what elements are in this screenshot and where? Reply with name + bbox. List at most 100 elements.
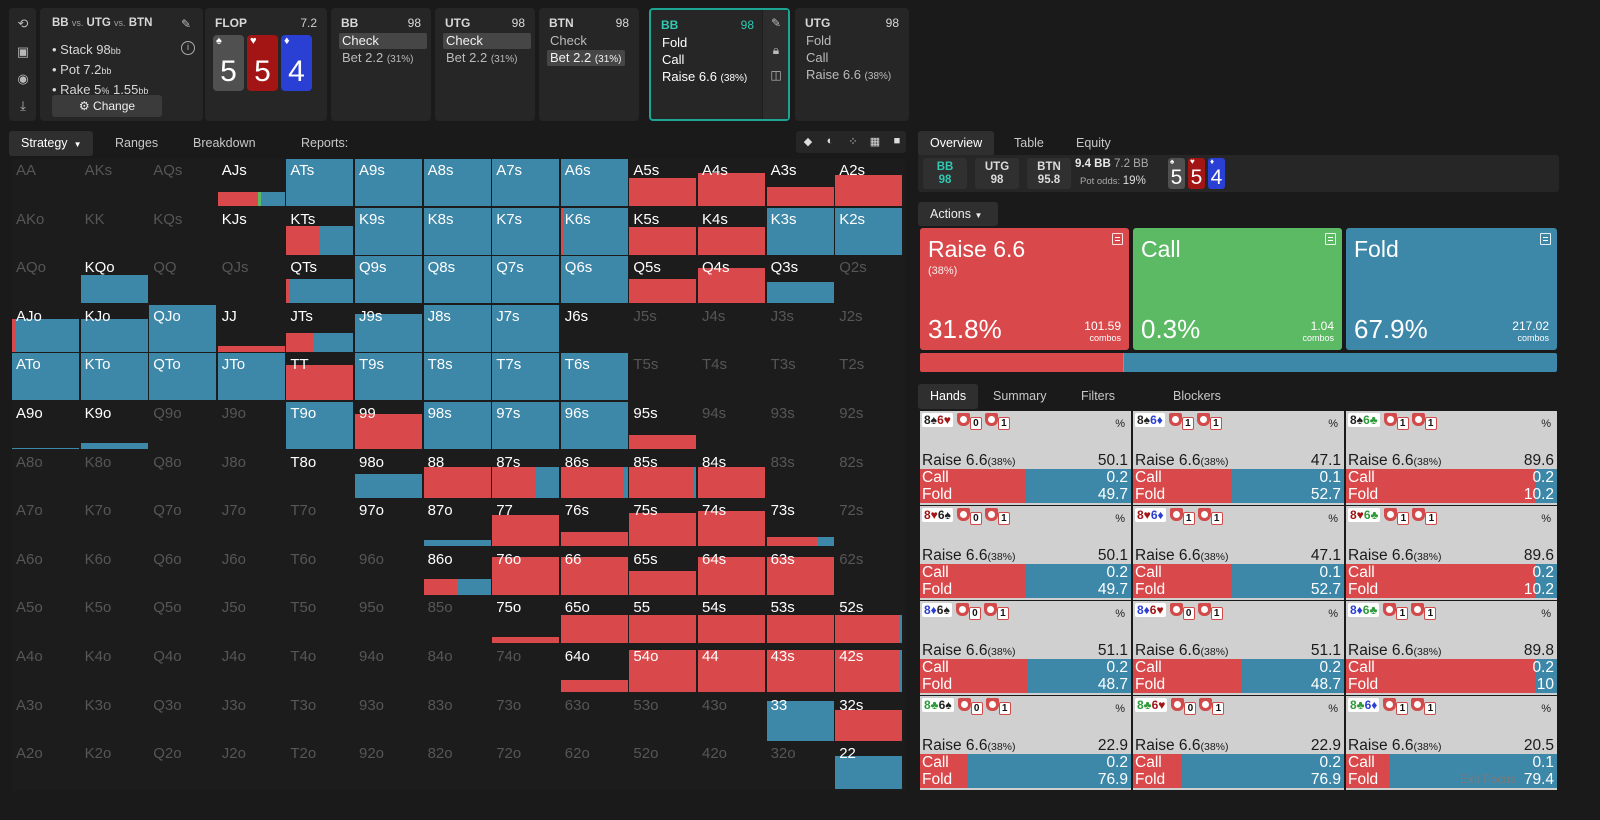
hand-cell[interactable]: 73o bbox=[492, 693, 560, 741]
hand-cell[interactable]: 64s bbox=[698, 547, 765, 595]
tab-ranges[interactable]: Ranges bbox=[103, 131, 170, 156]
hand-cell[interactable]: Q3s bbox=[766, 256, 834, 304]
hand-cell[interactable]: 62o bbox=[560, 742, 628, 790]
action-column-utg[interactable]: UTG 98 Fold Call Raise 6.6 (38%) bbox=[795, 8, 909, 121]
hand-cell[interactable]: 84o bbox=[423, 645, 491, 692]
hand-cell[interactable]: Q4s bbox=[698, 256, 765, 304]
hand-cell[interactable]: A4s bbox=[698, 159, 765, 206]
combo-cell[interactable]: 8♠6♣ 1 1% Raise 6.6(38%) 89.6 Call 0.2 Fold 10.2 bbox=[1346, 411, 1557, 505]
hand-cell[interactable]: 65o bbox=[560, 596, 628, 644]
hand-cell[interactable]: 53s bbox=[766, 596, 834, 644]
tab-table[interactable]: Table bbox=[1002, 131, 1056, 156]
action-option[interactable]: Raise 6.6 (38%) bbox=[803, 67, 894, 83]
hand-cell[interactable]: ATo bbox=[12, 353, 79, 401]
hand-cell[interactable]: A7s bbox=[492, 159, 560, 206]
hand-cell[interactable]: 42o bbox=[698, 742, 765, 790]
save-icon[interactable]: ▣ bbox=[16, 44, 30, 59]
hand-cell[interactable]: TT bbox=[286, 353, 354, 401]
hand-cell[interactable]: K6s bbox=[560, 207, 628, 255]
hand-cell[interactable]: 43s bbox=[766, 645, 834, 692]
hand-cell[interactable]: QTs bbox=[286, 256, 354, 304]
change-button[interactable]: ⚙ Change bbox=[52, 95, 162, 117]
hand-cell[interactable]: 74s bbox=[698, 499, 765, 547]
hand-cell[interactable]: J5o bbox=[217, 596, 285, 644]
hand-cell[interactable]: K4o bbox=[80, 645, 148, 692]
action-option[interactable]: Call bbox=[659, 52, 687, 68]
tab-blockers[interactable]: Blockers bbox=[1161, 384, 1233, 409]
hand-cell[interactable]: KJs bbox=[217, 207, 285, 255]
hand-cell[interactable]: 62s bbox=[835, 547, 903, 595]
combo-cell[interactable]: 8♦6♥ 0 1% Raise 6.6(38%) 51.1 Call 0.2 Fold 48.7 bbox=[1133, 601, 1344, 695]
action-card-call[interactable]: Call 0.3% 1.04 combos bbox=[1133, 228, 1342, 350]
hand-cell[interactable]: 63s bbox=[766, 547, 834, 595]
hand-cell[interactable]: ATs bbox=[286, 159, 354, 206]
hand-cell[interactable]: Q5o bbox=[149, 596, 217, 644]
hand-cell[interactable]: 88 bbox=[423, 450, 491, 498]
combo-cell[interactable]: 8♥6♠ 0 1% Raise 6.6(38%) 50.1 Call 0.2 Fold 49.7 bbox=[920, 506, 1131, 600]
hand-cell[interactable]: 72o bbox=[492, 742, 560, 790]
combo-cell[interactable]: 8♠6♥ 0 1% Raise 6.6(38%) 50.1 Call 0.2 Fold 49.7 bbox=[920, 411, 1131, 505]
hand-cell[interactable]: 93s bbox=[766, 402, 834, 449]
hand-cell[interactable]: A2o bbox=[12, 742, 79, 790]
combo-cell[interactable]: 8♥6♦ 1 1% Raise 6.6(38%) 47.1 Call 0.1 Fold 52.7 bbox=[1133, 506, 1344, 600]
hand-cell[interactable]: 96s bbox=[560, 402, 628, 449]
info-icon[interactable]: i bbox=[181, 41, 195, 55]
details-icon[interactable] bbox=[1112, 233, 1123, 245]
hand-cell[interactable]: JJ bbox=[217, 304, 285, 352]
grid-icon[interactable]: ▦ bbox=[869, 136, 881, 148]
hand-cell[interactable]: AQs bbox=[149, 159, 217, 206]
tab-breakdown[interactable]: Breakdown bbox=[181, 131, 268, 156]
tab-strategy[interactable]: Strategy ▼ bbox=[9, 131, 94, 156]
hand-cell[interactable]: J3o bbox=[217, 693, 285, 741]
hand-cell[interactable]: Q9s bbox=[355, 256, 422, 304]
hand-cell[interactable]: T6o bbox=[286, 547, 354, 595]
hand-cell[interactable]: T4o bbox=[286, 645, 354, 692]
hand-cell[interactable]: K7o bbox=[80, 499, 148, 547]
hand-cell[interactable]: Q6s bbox=[560, 256, 628, 304]
hand-cell[interactable]: 82o bbox=[423, 742, 491, 790]
hand-cell[interactable]: T5o bbox=[286, 596, 354, 644]
hand-cell[interactable]: AJs bbox=[217, 159, 285, 206]
action-option[interactable]: Fold bbox=[659, 35, 690, 51]
action-option[interactable]: Check bbox=[547, 33, 590, 49]
hand-cell[interactable]: T4s bbox=[698, 353, 765, 401]
combo-cell[interactable]: 8♦6♠ 0 1% Raise 6.6(38%) 51.1 Call 0.2 Fold 48.7 bbox=[920, 601, 1131, 695]
hand-cell[interactable]: A6s bbox=[560, 159, 628, 206]
hand-cell[interactable]: 52s bbox=[835, 596, 903, 644]
exit-focus-label[interactable]: Exit Focus bbox=[1460, 772, 1517, 786]
combo-cell[interactable]: 8♣6♠ 0 1% Raise 6.6(38%) 22.9 Call 0.2 Fold 76.9 bbox=[920, 696, 1131, 790]
hand-cell[interactable]: J9o bbox=[217, 402, 285, 449]
hand-cell[interactable]: Q9o bbox=[149, 402, 217, 449]
hand-cell[interactable]: J6o bbox=[217, 547, 285, 595]
hand-cell[interactable]: A6o bbox=[12, 547, 79, 595]
hand-cell[interactable]: J4o bbox=[217, 645, 285, 692]
hand-cell[interactable]: 93o bbox=[355, 693, 422, 741]
tab-overview[interactable]: Overview bbox=[918, 131, 995, 156]
hand-cell[interactable]: 32o bbox=[766, 742, 834, 790]
hand-cell[interactable]: Q2s bbox=[835, 256, 903, 304]
hand-cell[interactable]: T6s bbox=[560, 353, 628, 401]
hand-cell[interactable]: 85o bbox=[423, 596, 491, 644]
hand-cell[interactable]: K7s bbox=[492, 207, 560, 255]
hand-cell[interactable]: J7o bbox=[217, 499, 285, 547]
tab-filters[interactable]: Filters bbox=[1069, 384, 1127, 409]
hand-cell[interactable]: KQs bbox=[149, 207, 217, 255]
hand-cell[interactable]: 42s bbox=[835, 645, 903, 692]
hand-cell[interactable]: Q7s bbox=[492, 256, 560, 304]
action-column-utg[interactable]: UTG 98 Check Bet 2.2 (31%) bbox=[435, 8, 535, 121]
action-option[interactable]: Check bbox=[339, 33, 427, 49]
hand-cell[interactable]: T3o bbox=[286, 693, 354, 741]
lock-icon[interactable]: 🔒︎ bbox=[772, 43, 780, 57]
hand-cell[interactable]: J3s bbox=[766, 304, 834, 352]
hand-cell[interactable]: T2o bbox=[286, 742, 354, 790]
action-option[interactable]: Bet 2.2 (31%) bbox=[339, 50, 417, 66]
hand-cell[interactable]: KK bbox=[80, 207, 148, 255]
hand-cell[interactable]: T3s bbox=[766, 353, 834, 401]
edit-icon[interactable]: ✎ bbox=[770, 16, 782, 30]
hand-cell[interactable]: A9o bbox=[12, 402, 79, 449]
hand-cell[interactable]: T7o bbox=[286, 499, 354, 547]
hand-cell[interactable]: KTo bbox=[80, 353, 148, 401]
action-option[interactable]: Check bbox=[443, 33, 531, 49]
hand-cell[interactable]: 94o bbox=[355, 645, 422, 692]
hand-cell[interactable]: 75s bbox=[629, 499, 697, 547]
